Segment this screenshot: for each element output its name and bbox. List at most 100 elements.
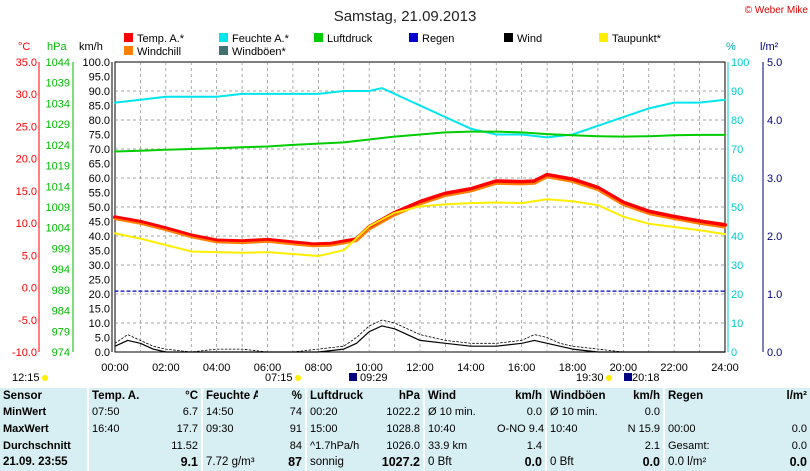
table-cell: 0.0 — [791, 439, 807, 452]
pressure-tick-label: 1019 — [46, 161, 70, 173]
legend-swatch-humidity — [219, 33, 228, 42]
humidity-tick-label: 10 — [731, 318, 743, 330]
humidity-tick-label: 60 — [731, 173, 743, 185]
table-cell: 1027.2 — [381, 455, 420, 470]
series-line — [114, 319, 726, 353]
rain-tick-label: 2.0 — [767, 231, 782, 243]
header-pressure: Luftdruck — [305, 388, 368, 405]
pressure-unit: hPa — [47, 41, 67, 53]
pressure-tick-label: 1004 — [46, 223, 70, 235]
x-tick-label: 14:00 — [457, 362, 485, 374]
humidity-tick-label: 100 — [731, 57, 749, 69]
rain-tick-label: 0.0 — [767, 347, 782, 359]
row-label: MaxWert — [3, 422, 49, 435]
legend-swatch-windchill — [124, 46, 133, 55]
temp-tick-label: 0.0 — [22, 283, 37, 295]
moonrise-icon — [349, 373, 357, 381]
table-row: MaxWert 16:40 17.7 09:30 91 15:00 1028.8… — [0, 421, 810, 438]
humidity-unit: % — [726, 41, 736, 53]
row-label: Durchschnitt — [3, 439, 71, 452]
legend-label-rain: Regen — [422, 33, 454, 45]
wind-tick-label: 55.0 — [89, 188, 110, 200]
legend-swatch-dewpoint — [599, 33, 608, 42]
humidity-tick-label: 40 — [731, 231, 743, 243]
left-sun-icon — [42, 375, 48, 381]
table-row: Durchschnitt 11.52 84 ^1.7hPa/h 1026.0 3… — [0, 437, 810, 455]
legend-label-pressure: Luftdruck — [327, 33, 373, 45]
temp-unit: °C — [18, 41, 30, 53]
header-sensor: Sensor — [3, 389, 42, 402]
pressure-tick-label: 974 — [52, 347, 70, 359]
pressure-tick-label: 999 — [52, 243, 70, 255]
table-cell: 1028.8 — [386, 422, 420, 435]
temp-tick-label: -10.0 — [12, 347, 37, 359]
table-cell: 16:40 — [87, 421, 145, 438]
header-gusts-unit: km/h — [633, 389, 660, 402]
x-tick-label: 04:00 — [203, 362, 231, 374]
chart-title: Samstag, 21.09.2013 — [334, 8, 477, 25]
chart-grid — [114, 61, 726, 353]
sunset-label: 19:30 — [576, 372, 604, 384]
pressure-tick-label: 1014 — [46, 181, 70, 193]
humidity-tick-label: 50 — [731, 202, 743, 214]
series-line — [113, 172, 727, 247]
wind-tick-label: 45.0 — [89, 217, 110, 229]
weather-chart: 35.0 30.0 25.0 20.0 15.0 10.0 5.0 0.0 -5.0 -10.0 1… — [12, 5, 809, 384]
table-cell: 84 — [289, 439, 302, 452]
wind-tick-label: 35.0 — [89, 246, 110, 258]
x-tick-label: 00:00 — [101, 362, 129, 374]
rain-tick-label: 5.0 — [767, 57, 782, 69]
wind-tick-label: 65.0 — [89, 159, 110, 171]
legend-label-humidity: Feuchte A.* — [232, 33, 290, 45]
humidity-tick-label: 30 — [731, 260, 743, 272]
table-cell: Ø 10 min. — [545, 404, 608, 422]
pressure-tick-label: 1044 — [46, 57, 70, 69]
x-tick-label: 02:00 — [152, 362, 180, 374]
moonset-icon — [624, 373, 632, 381]
table-cell — [201, 437, 258, 455]
legend-swatch-rain — [409, 33, 418, 42]
wind-tick-label: 10.0 — [89, 318, 110, 330]
pressure-tick-label: 989 — [52, 285, 70, 297]
table-cell: 0.0 — [644, 406, 660, 419]
humidity-tick-label: 80 — [731, 115, 743, 127]
table-cell: 10:40 — [423, 421, 494, 438]
rain-unit: l/m² — [760, 41, 779, 53]
header-gusts: Windböen — [545, 388, 608, 405]
legend: Temp. A.* Feuchte A.* Luftdruck Regen Wi… — [124, 33, 662, 58]
x-tick-label: 20:00 — [610, 362, 638, 374]
series-line — [114, 130, 726, 153]
wind-tick-label: 15.0 — [89, 304, 110, 316]
legend-label-temp: Temp. A.* — [137, 33, 185, 45]
legend-swatch-temp — [124, 33, 133, 42]
table-cell: 0 Bft — [423, 454, 494, 471]
chart-series — [113, 87, 727, 353]
legend-swatch-pressure — [314, 33, 323, 42]
humidity-tick-label: 90 — [731, 86, 743, 98]
rain-tick-label: 3.0 — [767, 173, 782, 185]
wind-tick-label: 75.0 — [89, 130, 110, 142]
table-cell: 0.0 — [526, 406, 542, 419]
legend-label-windchill: Windchill — [137, 46, 181, 58]
header-humidity: Feuchte A. — [201, 388, 258, 405]
copyright-label: © Weber Mike — [745, 5, 809, 16]
wind-unit: km/h — [79, 41, 103, 53]
chart-axes: 35.0 30.0 25.0 20.0 15.0 10.0 5.0 0.0 -5.0 -10.0 1… — [12, 57, 782, 374]
temp-tick-label: 25.0 — [16, 121, 37, 133]
temp-tick-label: 5.0 — [22, 250, 37, 262]
header-rain: Regen — [663, 388, 742, 405]
table-cell: sonnig — [305, 454, 368, 471]
table-cell: 10:40 — [545, 421, 608, 438]
header-wind-unit: km/h — [515, 389, 542, 402]
temp-tick-label: -5.0 — [18, 315, 37, 327]
wind-tick-label: 20.0 — [89, 289, 110, 301]
table-cell — [87, 454, 145, 471]
wind-tick-label: 30.0 — [89, 260, 110, 272]
wind-tick-label: 40.0 — [89, 231, 110, 243]
pressure-tick-label: 1024 — [46, 140, 70, 152]
pressure-tick-label: 1034 — [46, 98, 70, 110]
humidity-tick-label: 0 — [731, 347, 737, 359]
table-cell: Ø 10 min. — [423, 404, 494, 422]
rain-tick-label: 4.0 — [767, 115, 782, 127]
pressure-tick-label: 994 — [52, 264, 70, 276]
